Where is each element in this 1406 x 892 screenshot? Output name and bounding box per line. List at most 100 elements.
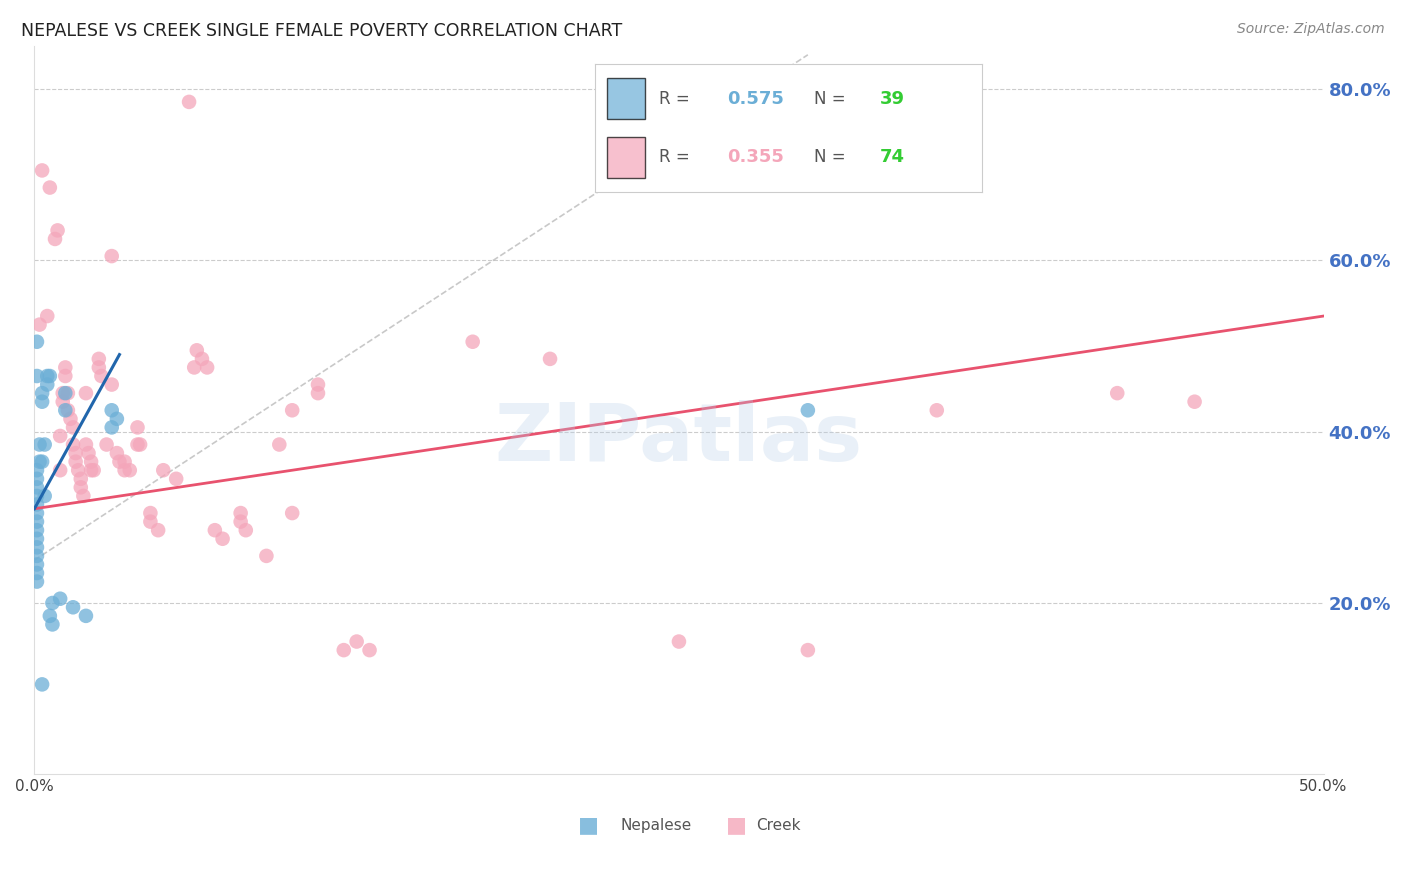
Point bbox=[129, 437, 152, 451]
Point bbox=[204, 523, 226, 537]
Point bbox=[90, 369, 112, 384]
Point bbox=[100, 420, 122, 434]
Point bbox=[46, 223, 69, 237]
Point bbox=[34, 489, 56, 503]
Point bbox=[53, 369, 76, 384]
Point bbox=[37, 377, 59, 392]
Point bbox=[69, 480, 91, 494]
Point bbox=[1107, 386, 1129, 401]
Point bbox=[31, 677, 53, 691]
Point bbox=[25, 549, 48, 563]
Point bbox=[25, 574, 48, 589]
Point bbox=[25, 334, 48, 349]
Text: ■: ■ bbox=[727, 815, 748, 835]
Point bbox=[75, 608, 97, 623]
Point bbox=[25, 489, 48, 503]
Point bbox=[127, 437, 149, 451]
Point bbox=[83, 463, 105, 477]
Point bbox=[59, 412, 82, 426]
Point bbox=[25, 506, 48, 520]
Point bbox=[28, 437, 51, 451]
Point bbox=[25, 463, 48, 477]
Point bbox=[152, 463, 174, 477]
Point bbox=[62, 600, 84, 615]
Point bbox=[72, 489, 94, 503]
Point bbox=[80, 455, 103, 469]
Point bbox=[118, 463, 141, 477]
Point bbox=[538, 351, 561, 366]
Point bbox=[100, 249, 122, 263]
Point bbox=[31, 386, 53, 401]
Point bbox=[797, 643, 820, 657]
Point bbox=[114, 463, 136, 477]
Point bbox=[25, 498, 48, 512]
Point bbox=[925, 403, 948, 417]
Point bbox=[87, 351, 110, 366]
Point bbox=[87, 360, 110, 375]
Point bbox=[668, 634, 690, 648]
Point bbox=[38, 180, 60, 194]
Point bbox=[127, 420, 149, 434]
Point bbox=[25, 566, 48, 580]
Point bbox=[28, 318, 51, 332]
Point bbox=[25, 480, 48, 494]
Point bbox=[165, 472, 187, 486]
Point bbox=[31, 455, 53, 469]
Text: Source: ZipAtlas.com: Source: ZipAtlas.com bbox=[1237, 22, 1385, 37]
Point bbox=[49, 463, 72, 477]
Point bbox=[269, 437, 291, 451]
Point bbox=[31, 394, 53, 409]
Point bbox=[41, 596, 63, 610]
Point bbox=[67, 463, 90, 477]
Point bbox=[229, 515, 252, 529]
Point bbox=[56, 403, 79, 417]
Point bbox=[53, 386, 76, 401]
Point bbox=[65, 455, 87, 469]
Point bbox=[105, 446, 128, 460]
Point bbox=[41, 617, 63, 632]
Point bbox=[195, 360, 218, 375]
Point bbox=[797, 403, 820, 417]
Point bbox=[25, 523, 48, 537]
Point bbox=[80, 463, 103, 477]
Point bbox=[49, 591, 72, 606]
Point bbox=[62, 437, 84, 451]
Point bbox=[25, 369, 48, 384]
Point bbox=[44, 232, 66, 246]
Point bbox=[77, 446, 100, 460]
Point bbox=[65, 446, 87, 460]
Point bbox=[62, 420, 84, 434]
Point bbox=[28, 455, 51, 469]
Point bbox=[56, 386, 79, 401]
Point bbox=[346, 634, 368, 648]
Point bbox=[75, 386, 97, 401]
Point bbox=[53, 403, 76, 417]
Point bbox=[114, 455, 136, 469]
Point bbox=[38, 369, 60, 384]
Point bbox=[359, 643, 381, 657]
Point bbox=[34, 437, 56, 451]
Point bbox=[177, 95, 200, 109]
Point bbox=[183, 360, 205, 375]
Text: Creek: Creek bbox=[756, 818, 801, 833]
Point bbox=[100, 377, 122, 392]
Point bbox=[75, 437, 97, 451]
Point bbox=[307, 386, 329, 401]
Point bbox=[25, 515, 48, 529]
Point bbox=[53, 360, 76, 375]
Point bbox=[235, 523, 257, 537]
Text: Nepalese: Nepalese bbox=[621, 818, 692, 833]
Point bbox=[105, 412, 128, 426]
Point bbox=[25, 558, 48, 572]
Point bbox=[333, 643, 356, 657]
Point bbox=[461, 334, 484, 349]
Point bbox=[49, 429, 72, 443]
Point bbox=[1184, 394, 1206, 409]
Point bbox=[307, 377, 329, 392]
Point bbox=[186, 343, 208, 358]
Text: ■: ■ bbox=[578, 815, 599, 835]
Point bbox=[52, 386, 75, 401]
Point bbox=[191, 351, 214, 366]
Point bbox=[69, 472, 91, 486]
Point bbox=[229, 506, 252, 520]
